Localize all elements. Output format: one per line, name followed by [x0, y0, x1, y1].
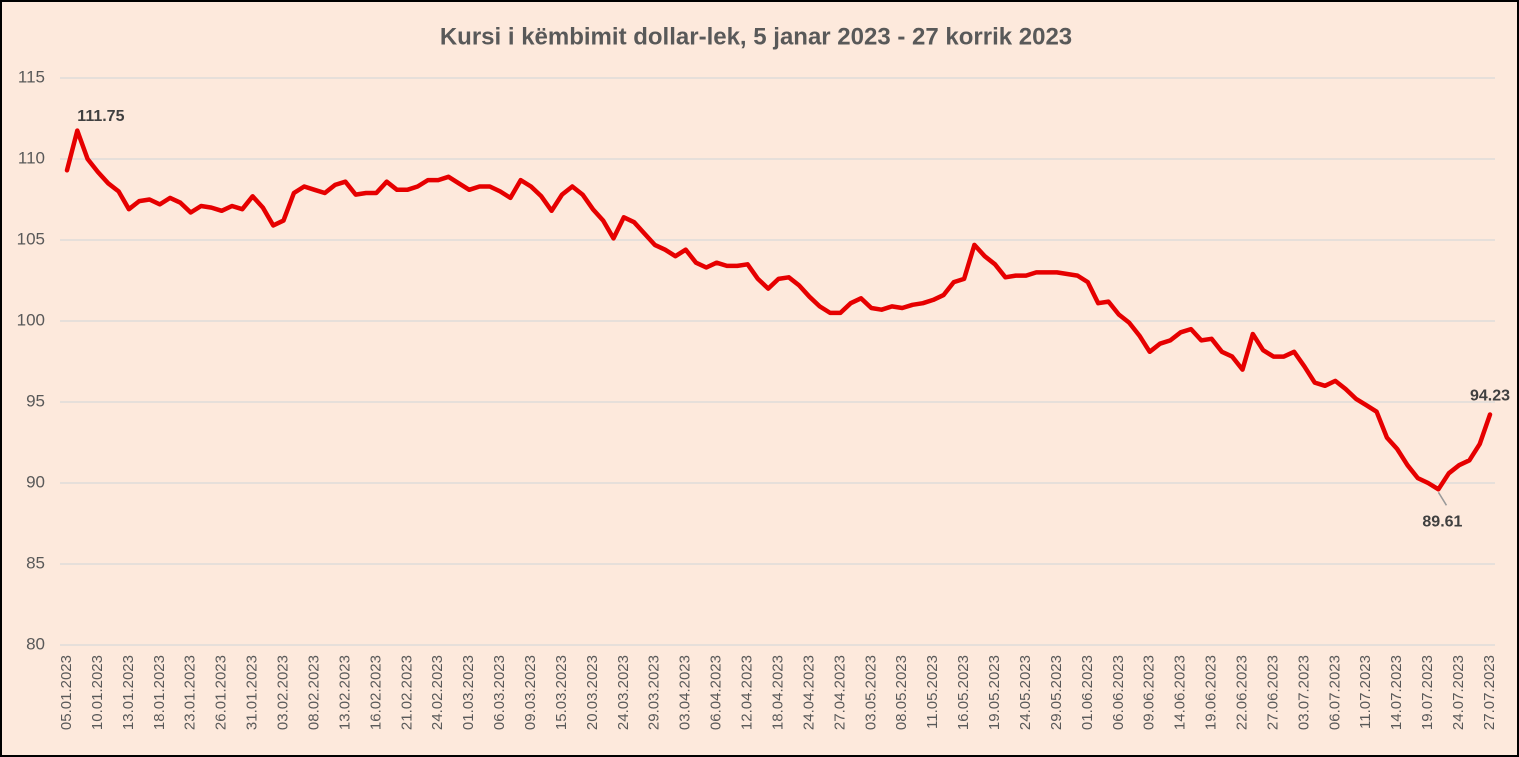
x-tick-label: 01.06.2023	[1079, 655, 1096, 730]
x-tick-label: 08.05.2023	[893, 655, 910, 730]
x-tick-label: 18.04.2023	[769, 655, 786, 730]
x-tick-label: 10.01.2023	[89, 655, 106, 730]
x-tick-label: 03.02.2023	[275, 655, 292, 730]
x-tick-label: 14.06.2023	[1172, 655, 1189, 730]
x-tick-label: 08.02.2023	[305, 655, 322, 730]
data-label: 89.61	[1422, 514, 1462, 531]
x-tick-label: 24.03.2023	[615, 655, 632, 730]
x-tick-label: 29.05.2023	[1048, 655, 1065, 730]
data-label: 94.23	[1470, 388, 1510, 405]
data-label: 111.75	[77, 108, 124, 125]
x-tick-label: 22.06.2023	[1233, 655, 1250, 730]
y-tick-label: 110	[18, 148, 45, 167]
x-tick-label: 03.04.2023	[677, 655, 694, 730]
x-tick-label: 21.02.2023	[398, 655, 415, 730]
x-tick-label: 27.04.2023	[831, 655, 848, 730]
y-tick-label: 105	[17, 229, 45, 248]
x-tick-label: 29.03.2023	[646, 655, 663, 730]
x-tick-label: 03.07.2023	[1295, 655, 1312, 730]
label-leader	[1437, 491, 1448, 506]
x-tick-label: 24.07.2023	[1450, 655, 1467, 730]
data-line	[64, 128, 1493, 492]
x-tick-label: 13.01.2023	[120, 655, 137, 730]
x-tick-label: 06.06.2023	[1110, 655, 1127, 730]
x-tick-label: 11.05.2023	[924, 655, 941, 729]
x-tick-label: 23.01.2023	[182, 655, 199, 730]
x-tick-label: 15.03.2023	[553, 655, 570, 730]
x-tick-label: 03.05.2023	[862, 655, 879, 730]
y-tick-label: 90	[26, 472, 45, 491]
x-tick-label: 13.02.2023	[336, 655, 353, 730]
x-tick-label: 06.04.2023	[708, 655, 725, 730]
y-tick-label: 80	[26, 634, 45, 653]
x-tick-label: 24.05.2023	[1017, 655, 1034, 730]
x-tick-label: 19.07.2023	[1419, 655, 1436, 730]
y-tick-label: 95	[26, 391, 45, 410]
x-tick-label: 19.06.2023	[1203, 655, 1220, 730]
x-tick-label: 06.03.2023	[491, 655, 508, 730]
x-tick-label: 09.03.2023	[522, 655, 539, 730]
x-tick-label: 06.07.2023	[1326, 655, 1343, 730]
y-tick-label: 115	[18, 67, 45, 86]
x-tick-label: 27.06.2023	[1264, 655, 1281, 730]
x-tick-label: 24.04.2023	[800, 655, 817, 730]
x-tick-label: 18.01.2023	[151, 655, 168, 730]
x-tick-label: 19.05.2023	[986, 655, 1003, 730]
x-tick-label: 24.02.2023	[429, 655, 446, 730]
x-tick-label: 09.06.2023	[1141, 655, 1158, 730]
x-tick-label: 16.05.2023	[955, 655, 972, 730]
x-tick-label: 27.07.2023	[1481, 655, 1498, 730]
x-tick-label: 16.02.2023	[367, 655, 384, 730]
x-tick-label: 20.03.2023	[584, 655, 601, 730]
y-tick-label: 85	[26, 553, 45, 572]
chart-title: Kursi i këmbimit dollar-lek, 5 janar 202…	[440, 23, 1072, 50]
x-tick-label: 11.07.2023	[1357, 655, 1374, 729]
x-tick-label: 12.04.2023	[739, 655, 756, 730]
x-tick-label: 05.01.2023	[58, 655, 75, 730]
x-tick-label: 01.03.2023	[460, 655, 477, 730]
y-tick-label: 100	[17, 310, 45, 329]
x-tick-label: 31.01.2023	[244, 655, 261, 730]
x-tick-label: 14.07.2023	[1388, 655, 1405, 730]
x-tick-label: 26.01.2023	[213, 655, 230, 730]
